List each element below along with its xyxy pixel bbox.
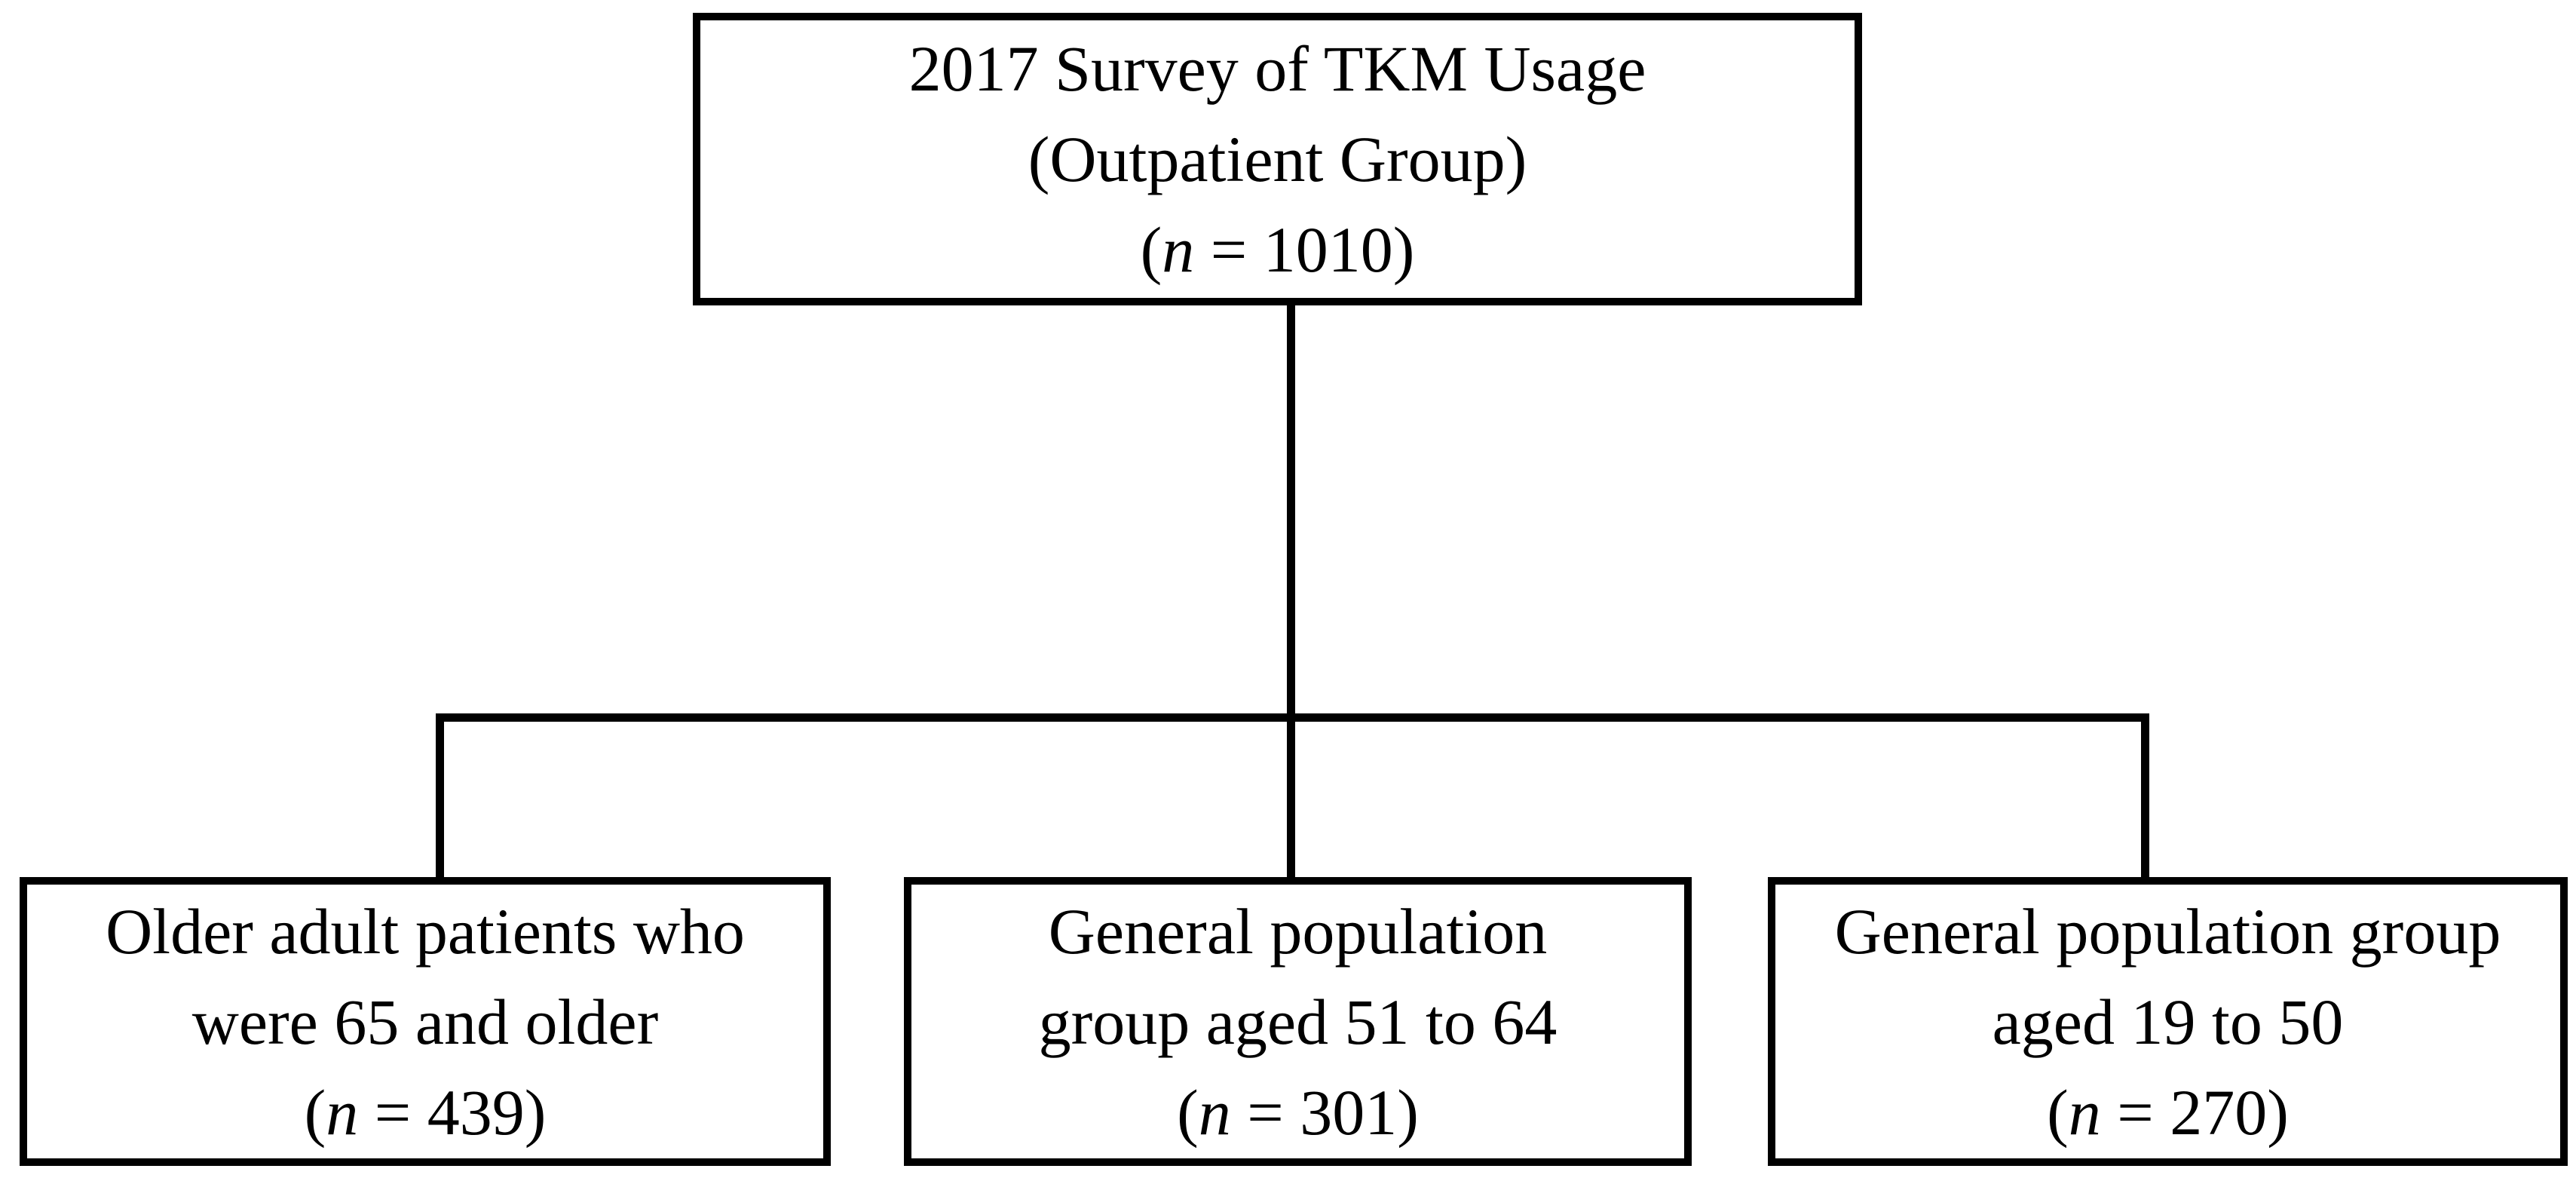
sample-value: = 439) <box>358 1075 547 1149</box>
node-subtitle-line: group aged 51 to 64 <box>1038 985 1558 1058</box>
node-general-51-64: General population group aged 51 to 64 (… <box>904 877 1692 1166</box>
n-symbol: n <box>1198 1075 1231 1149</box>
n-symbol: n <box>1162 213 1195 286</box>
paren-open: ( <box>2047 1075 2069 1149</box>
sample-value: = 270) <box>2100 1075 2289 1149</box>
sample-value: = 301) <box>1230 1075 1419 1149</box>
paren-open: ( <box>304 1075 326 1149</box>
node-subtitle-line: (Outpatient Group) <box>1028 123 1527 195</box>
sample-size-line: (n = 1010) <box>1141 204 1415 295</box>
connector-drop-center <box>1287 713 1295 879</box>
node-general-19-50: General population group aged 19 to 50 (… <box>1768 877 2568 1166</box>
node-survey-2017: 2017 Survey of TKM Usage (Outpatient Gro… <box>693 13 1862 305</box>
n-symbol: n <box>326 1075 359 1149</box>
sample-size-line: (n = 270) <box>2047 1067 2289 1158</box>
node-subtitle-line: were 65 and older <box>191 985 659 1058</box>
sample-value: = 1010) <box>1194 213 1415 286</box>
node-title-line: 2017 Survey of TKM Usage <box>908 32 1646 105</box>
node-title-line: General population group <box>1834 894 2501 968</box>
sample-size-line: (n = 301) <box>1177 1067 1419 1158</box>
paren-open: ( <box>1140 213 1162 286</box>
node-subtitle-line: aged 19 to 50 <box>1992 985 2344 1058</box>
connector-drop-left <box>436 713 444 879</box>
node-older-adults-65: Older adult patients who were 65 and old… <box>20 877 831 1166</box>
connector-stem <box>1287 305 1295 713</box>
paren-open: ( <box>1177 1075 1199 1149</box>
n-symbol: n <box>2068 1075 2101 1149</box>
node-title-line: General population <box>1048 894 1548 968</box>
connector-drop-right <box>2141 713 2149 879</box>
sample-size-line: (n = 439) <box>305 1067 547 1158</box>
node-title-line: Older adult patients who <box>106 894 745 968</box>
